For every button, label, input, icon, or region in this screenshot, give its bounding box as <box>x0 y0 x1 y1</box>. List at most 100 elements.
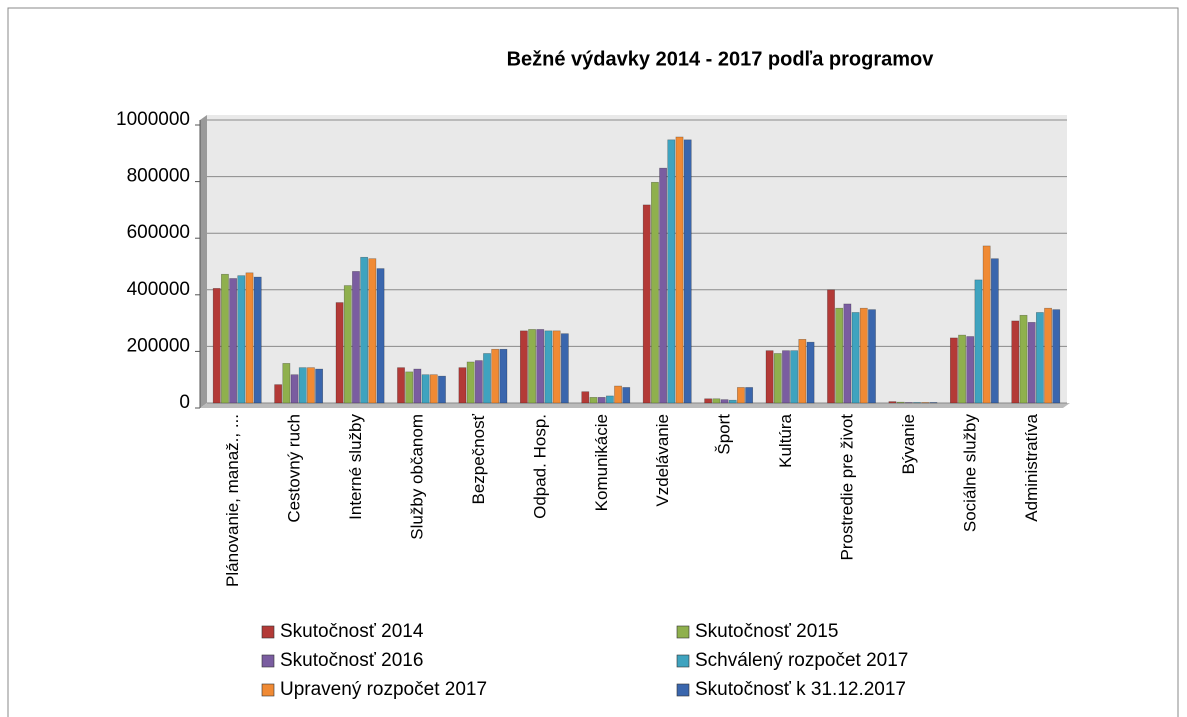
bar <box>675 136 684 404</box>
bar <box>229 278 238 404</box>
bar <box>274 384 283 404</box>
x-tick-label: Odpad. Hosp. <box>530 414 549 519</box>
bar <box>589 397 598 404</box>
bar <box>343 285 352 404</box>
bar <box>974 279 983 404</box>
bar <box>212 288 221 404</box>
bar <box>438 375 446 404</box>
x-tick-label: Prostredie pre život <box>837 414 856 561</box>
bar <box>581 391 590 404</box>
bar <box>720 399 729 404</box>
y-tick-label: 600000 <box>127 222 190 243</box>
x-tick-label: Kultúra <box>776 413 795 467</box>
bar <box>683 139 692 404</box>
bar <box>483 353 491 404</box>
x-tick-label: Bývanie <box>899 414 918 474</box>
bar <box>614 385 622 404</box>
legend-label: Skutočnosť 2014 <box>280 621 424 642</box>
bar <box>659 167 668 404</box>
bar <box>413 368 422 404</box>
bar <box>315 368 324 404</box>
legend-swatch <box>676 625 690 639</box>
bar <box>1019 314 1028 404</box>
x-tick-label: Vzdelávanie <box>653 414 672 507</box>
bar <box>221 273 229 404</box>
bar <box>798 339 807 404</box>
x-tick-label: Plánovanie, manaž., ... <box>223 414 242 587</box>
legend-label: Skutočnosť 2016 <box>280 650 423 671</box>
bar <box>1044 307 1052 404</box>
chart-title: Bežné výdavky 2014 - 2017 podľa programo… <box>507 48 935 70</box>
bar <box>622 387 631 404</box>
x-tick-label: Cestovný ruch <box>285 414 304 523</box>
bar <box>376 268 385 404</box>
bar <box>253 276 262 404</box>
bar <box>851 312 860 404</box>
bar <box>773 353 782 404</box>
bar <box>282 363 291 404</box>
legend-swatch <box>261 625 275 639</box>
x-tick-label: Administratíva <box>1022 413 1041 521</box>
bar <box>536 329 545 404</box>
bar <box>904 402 913 404</box>
bar <box>1027 322 1036 404</box>
bar <box>896 401 905 404</box>
bar <box>835 307 844 404</box>
bar <box>966 336 975 404</box>
bar <box>921 402 930 404</box>
legend-swatch <box>676 683 690 697</box>
y-tick-label: 1000000 <box>116 109 190 130</box>
x-tick-label: Sociálne služby <box>960 414 979 533</box>
bar <box>888 401 897 404</box>
y-tick-label: 200000 <box>127 335 190 356</box>
bar <box>544 330 553 404</box>
bar <box>765 350 774 404</box>
x-tick-label: Bezpečnosť <box>469 413 488 504</box>
x-tick-label: Komunikácie <box>592 414 611 511</box>
bar <box>560 333 569 404</box>
bar <box>913 402 921 404</box>
bar <box>397 367 405 404</box>
legend-swatch <box>261 683 275 697</box>
x-tick-label: Služby občanom <box>407 414 426 540</box>
y-tick-label: 0 <box>179 392 190 413</box>
legend-swatch <box>676 654 690 668</box>
bar <box>790 350 799 404</box>
bar <box>827 289 835 404</box>
legend-label: Upravený rozpočet 2017 <box>280 679 487 700</box>
bar <box>929 402 938 404</box>
bar <box>667 139 676 404</box>
legend-swatch <box>261 654 275 668</box>
bar <box>360 256 369 404</box>
bar <box>245 272 254 404</box>
bar <box>290 374 299 404</box>
y-tick-label: 800000 <box>127 166 190 187</box>
bar <box>1035 312 1044 404</box>
bar <box>843 303 852 404</box>
bar <box>1052 309 1061 404</box>
bar <box>745 387 754 404</box>
bar <box>552 330 561 404</box>
bar <box>335 302 344 404</box>
bar <box>491 348 500 404</box>
bar <box>499 348 508 404</box>
bar <box>597 397 606 404</box>
bar <box>519 330 528 404</box>
bar <box>949 337 958 404</box>
bar <box>728 399 737 404</box>
side-wall <box>200 115 207 408</box>
bar <box>806 341 815 404</box>
bar <box>421 374 430 404</box>
bar <box>982 245 991 404</box>
bar <box>474 360 483 404</box>
bar <box>458 367 467 404</box>
bar <box>528 329 536 404</box>
legend-label: Schválený rozpočet 2017 <box>695 650 908 671</box>
bar <box>958 334 966 404</box>
bar <box>868 309 876 404</box>
bar <box>605 395 614 404</box>
x-tick-label: Šport <box>715 414 734 455</box>
bar <box>307 367 315 404</box>
bar <box>737 387 745 404</box>
